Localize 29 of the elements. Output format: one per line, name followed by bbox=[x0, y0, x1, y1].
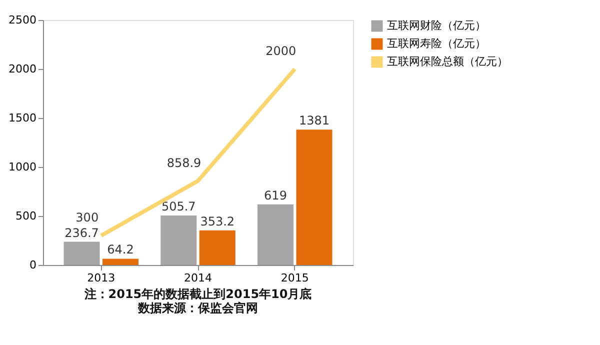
x-tick-label: 2013 bbox=[87, 272, 116, 284]
text: 注：2015年的数据截止到2015年10月底 bbox=[83, 287, 312, 301]
x-tick-label: 2014 bbox=[184, 272, 212, 284]
y-tick-label: 2000 bbox=[8, 62, 36, 76]
y-tick-label: 0 bbox=[30, 258, 36, 272]
bar bbox=[64, 242, 100, 265]
y-tick-label: 1000 bbox=[8, 160, 36, 174]
bar bbox=[102, 258, 138, 265]
x-tick-label: 2015 bbox=[280, 272, 309, 284]
y-tick-label: 500 bbox=[16, 210, 36, 222]
source-note: 数据来源：保监会官网 bbox=[137, 301, 258, 315]
data-label: 858.9 bbox=[166, 156, 202, 170]
data-label: 1381 bbox=[298, 114, 330, 128]
y-tick-label: 1500 bbox=[8, 112, 36, 124]
legend-label: 互联网寿险（亿元） bbox=[387, 37, 486, 50]
data-label: 236.7 bbox=[64, 226, 99, 240]
bar bbox=[199, 230, 236, 265]
data-label: 2000 bbox=[266, 44, 296, 58]
bar bbox=[160, 215, 197, 265]
y-tick-label: 2500 bbox=[8, 14, 36, 26]
data-label: 300 bbox=[76, 210, 99, 225]
legend-label: 互联网保险总额（亿元） bbox=[387, 55, 508, 68]
legend-label: 互联网财险（亿元） bbox=[387, 19, 486, 32]
bar bbox=[258, 204, 294, 265]
bar bbox=[296, 130, 332, 265]
data-label: 505.7 bbox=[161, 199, 196, 214]
data-label: 64.2 bbox=[107, 242, 134, 257]
data-label: 353.2 bbox=[200, 214, 235, 228]
data-label: 619 bbox=[264, 188, 287, 202]
